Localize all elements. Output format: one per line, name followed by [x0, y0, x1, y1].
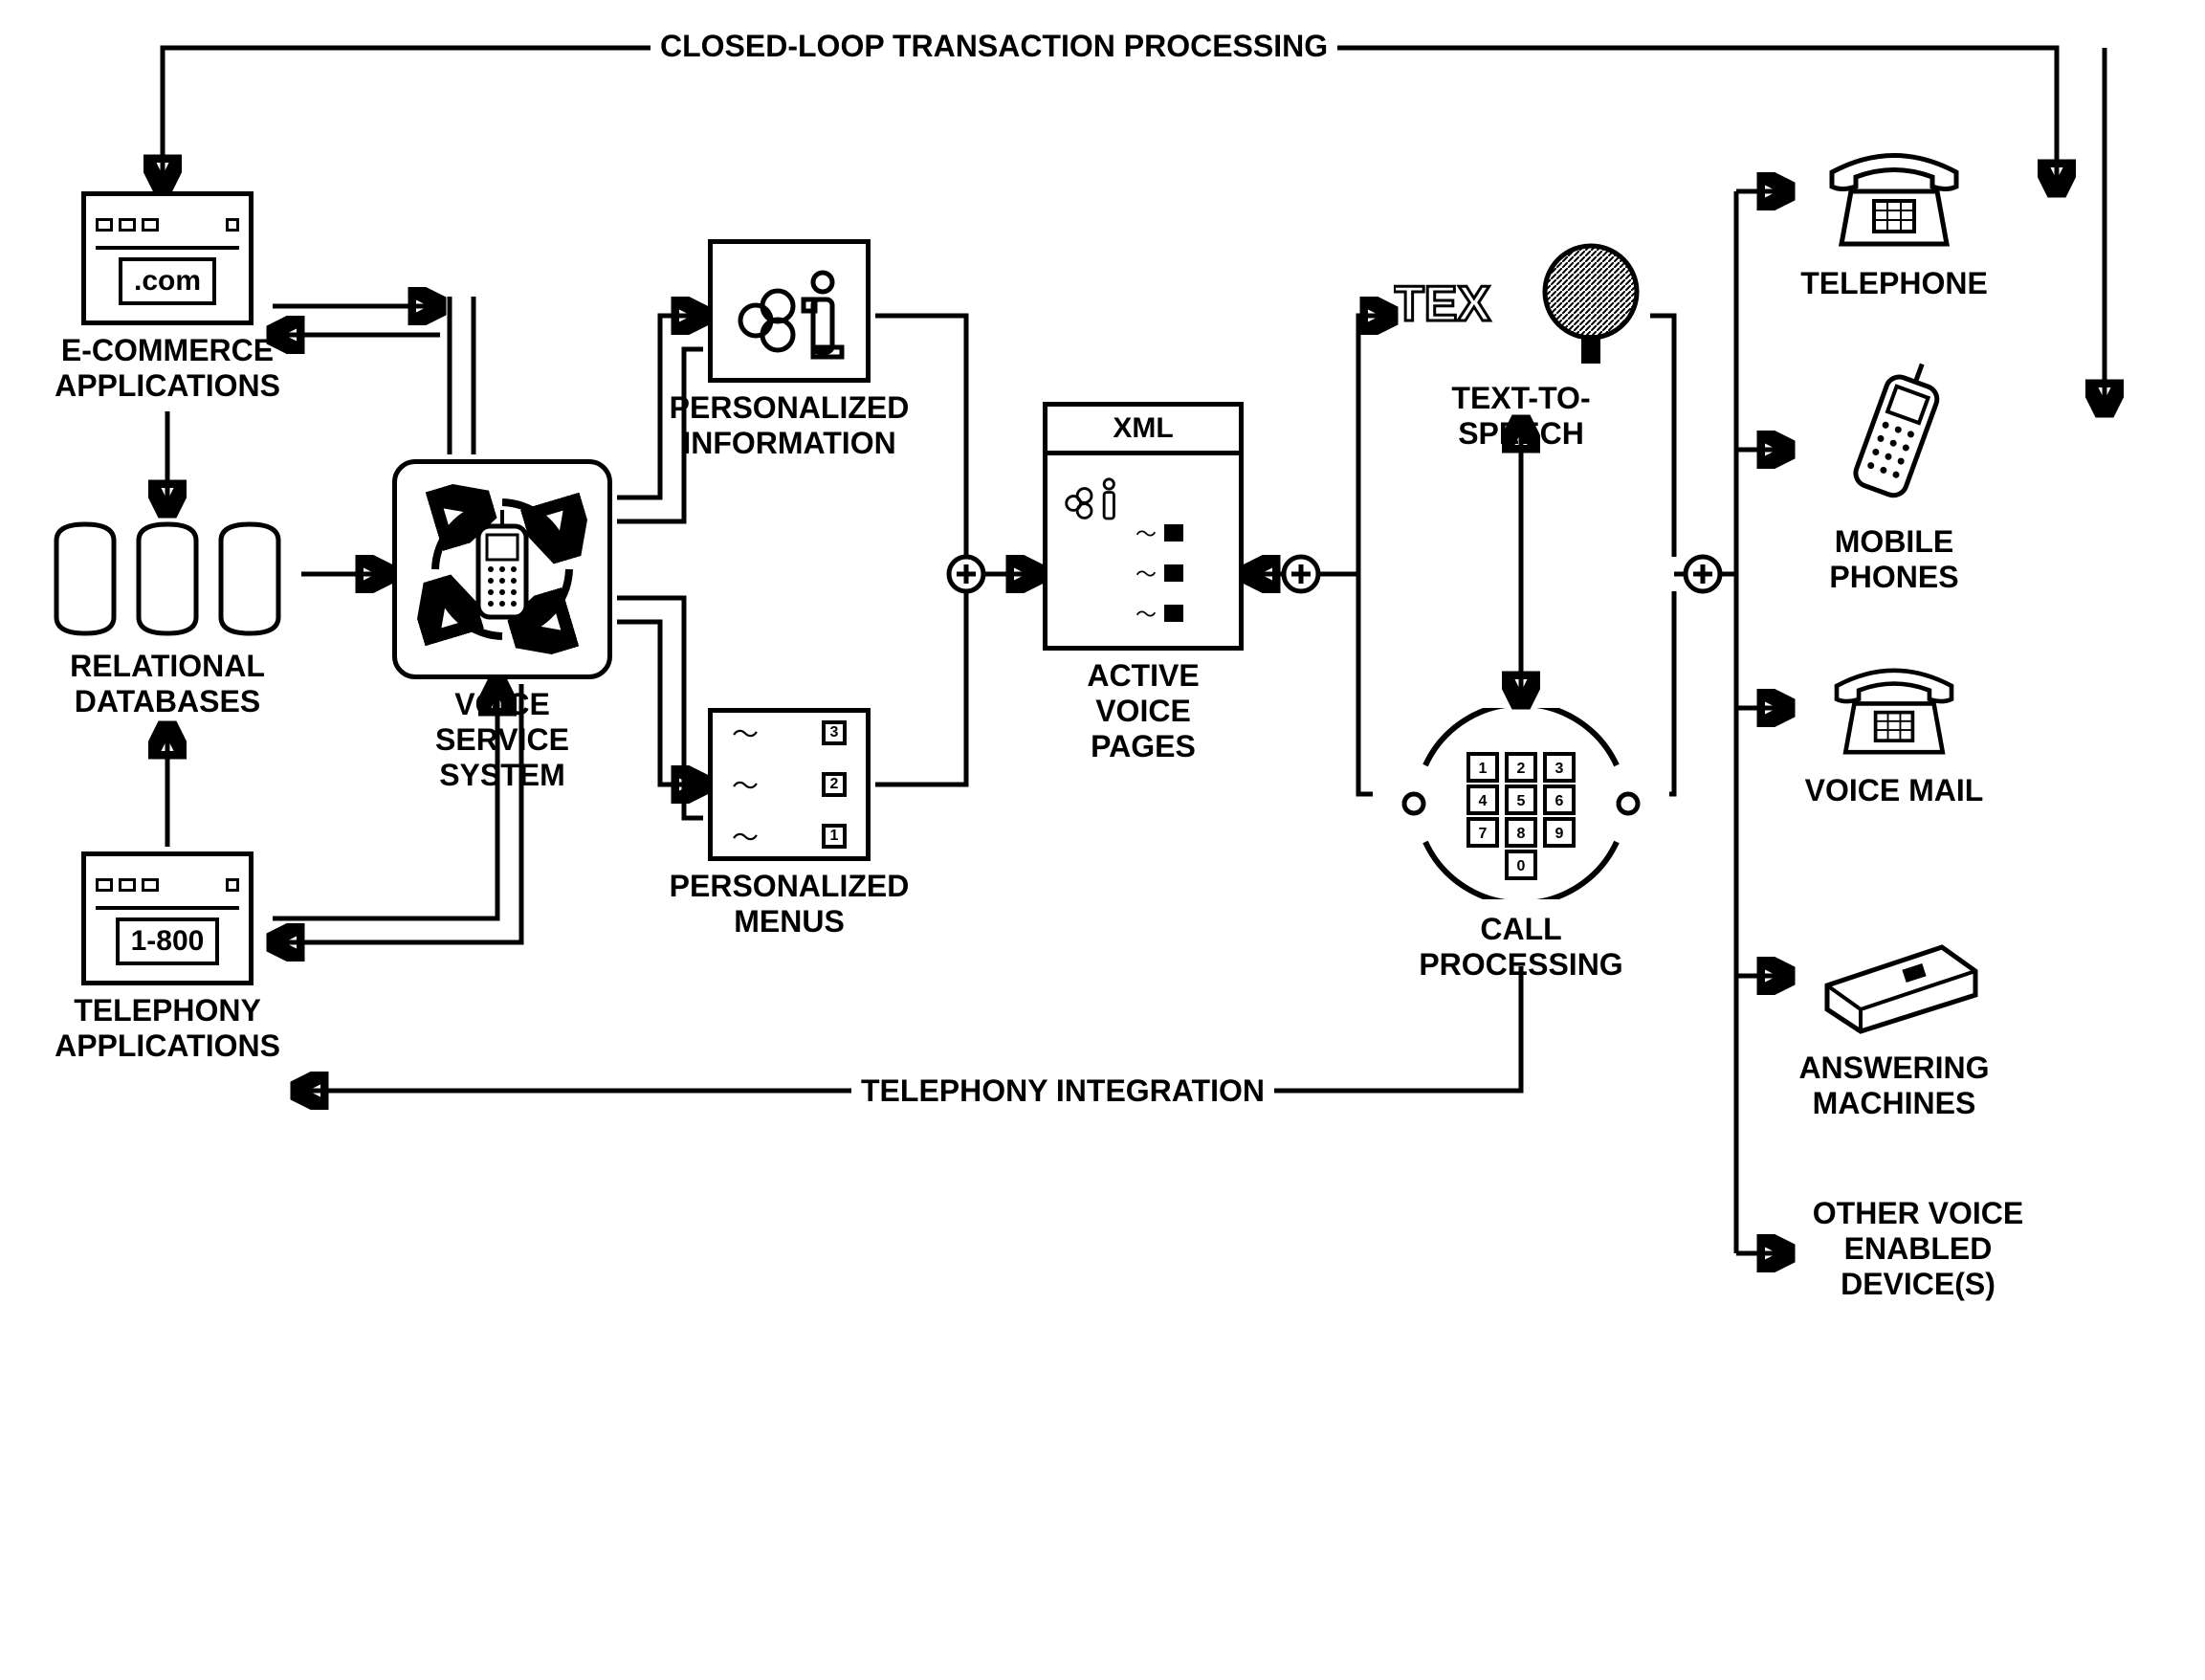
- voicemail-node: VOICE MAIL: [1798, 651, 1990, 808]
- svg-text:9: 9: [1555, 826, 1564, 842]
- telephone-node: TELEPHONE: [1798, 134, 1990, 301]
- browser-icon: .com: [81, 191, 254, 325]
- svg-text:5: 5: [1517, 793, 1526, 809]
- databases-node: RELATIONAL DATABASES: [38, 517, 297, 719]
- voice-service-label: VOICE SERVICE SYSTEM: [392, 687, 612, 792]
- voice-service-icon: [392, 459, 612, 679]
- tts-label: TEXT-TO-SPEECH: [1397, 381, 1645, 452]
- personalized-info-label: PERSONALIZED INFORMATION: [670, 390, 910, 461]
- answering-machine-node: ANSWERING MACHINES: [1789, 918, 1999, 1121]
- svg-text:6: 6: [1555, 793, 1564, 809]
- ecommerce-node: .com E-COMMERCE APPLICATIONS: [67, 191, 268, 404]
- database-icon: [47, 517, 288, 641]
- tts-node: TEX TEXT-TO-SPEECH: [1397, 239, 1645, 452]
- svg-text:8: 8: [1517, 826, 1526, 842]
- other-devices-label: OTHER VOICE ENABLED DEVICE(S): [1813, 1196, 2023, 1301]
- svg-text:2: 2: [1517, 761, 1526, 777]
- svg-text:1: 1: [1479, 761, 1488, 777]
- svg-text:4: 4: [1479, 793, 1488, 809]
- telephony-label: TELEPHONY APPLICATIONS: [55, 993, 280, 1064]
- voicemail-icon: [1813, 651, 1975, 765]
- call-processing-node: 1 2 3 4 5 6 7 8 9 0 CALL PROCESSING: [1378, 708, 1665, 983]
- telephony-icon: 1-800: [81, 851, 254, 985]
- ecommerce-label: E-COMMERCE APPLICATIONS: [55, 333, 280, 404]
- telephone-icon: [1813, 134, 1975, 258]
- menus-icon: ～3 ～2 ～1: [708, 708, 871, 861]
- svg-text:7: 7: [1479, 826, 1488, 842]
- mobile-node: MOBILE PHONES: [1798, 354, 1990, 595]
- telephony-node: 1-800 TELEPHONY APPLICATIONS: [67, 851, 268, 1064]
- tts-icon: TEX: [1394, 239, 1648, 373]
- xml-page-icon: XML ～ ～ ～: [1043, 402, 1244, 651]
- personalized-menus-node: ～3 ～2 ～1 PERSONALIZED MENUS: [708, 708, 871, 939]
- voicemail-label: VOICE MAIL: [1805, 773, 1984, 808]
- databases-label: RELATIONAL DATABASES: [70, 649, 265, 719]
- svg-text:0: 0: [1517, 858, 1526, 874]
- personalized-menus-label: PERSONALIZED MENUS: [670, 869, 910, 939]
- svg-text:TEX: TEX: [1394, 276, 1490, 332]
- active-voice-node: XML ～ ～ ～ ACTIVE VOICE PAGES: [1043, 402, 1244, 763]
- svg-text:3: 3: [1555, 761, 1564, 777]
- answering-machine-label: ANSWERING MACHINES: [1798, 1050, 1989, 1121]
- info-icon: [708, 239, 871, 383]
- personalized-info-node: PERSONALIZED INFORMATION: [708, 239, 871, 461]
- answering-machine-icon: [1798, 918, 1990, 1043]
- call-processing-label: CALL PROCESSING: [1378, 912, 1665, 983]
- active-voice-label: ACTIVE VOICE PAGES: [1043, 658, 1244, 763]
- keypad-icon: 1 2 3 4 5 6 7 8 9 0: [1378, 708, 1665, 904]
- other-devices-node: OTHER VOICE ENABLED DEVICE(S): [1798, 1196, 2038, 1301]
- mobile-icon: [1832, 354, 1956, 517]
- closed-loop-label: CLOSED-LOOP TRANSACTION PROCESSING: [650, 29, 1337, 64]
- telephone-label: TELEPHONE: [1800, 266, 1988, 301]
- mobile-label: MOBILE PHONES: [1829, 524, 1958, 595]
- voice-service-node: VOICE SERVICE SYSTEM: [392, 459, 612, 792]
- telephony-integration-label: TELEPHONY INTEGRATION: [851, 1073, 1274, 1109]
